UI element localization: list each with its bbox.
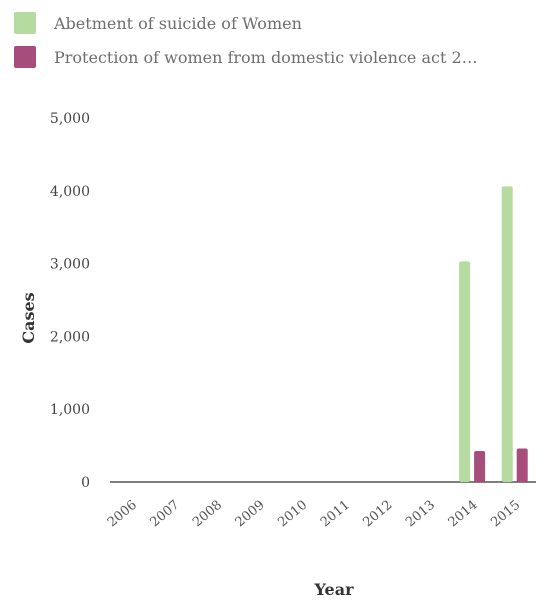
y-axis-ticks: 0 1,000 2,000 3,000 4,000 5,000 [50,111,90,491]
bar-domestic-violence-2015[interactable] [516,448,528,482]
x-tick-label-2012: 2012 [360,498,395,531]
y-axis-title: Cases [19,292,38,343]
y-tick-label: 1,000 [50,402,90,418]
bar-domestic-violence-2014[interactable] [474,450,486,482]
x-axis-title: Year [313,580,354,599]
legend-swatch-domestic-violence [14,46,36,68]
x-tick-label-2010: 2010 [275,498,310,531]
x-axis-ticks: 2006 2007 2008 2009 2010 2011 2012 2013 2014 2015 [105,498,523,531]
legend-swatch-abetment [14,12,36,34]
y-tick-label: 5,000 [50,111,90,127]
x-tick-label-2008: 2008 [190,498,225,531]
y-tick-label: 4,000 [50,184,90,200]
legend: Abetment of suicide of Women Protection … [14,12,478,68]
bar-abetment-2015[interactable] [501,186,513,482]
legend-label-domestic-violence[interactable]: Protection of women from domestic violen… [54,48,478,67]
y-tick-label: 0 [81,475,90,491]
x-tick-label-2013: 2013 [403,498,438,531]
y-tick-label: 2,000 [50,329,90,345]
legend-label-abetment[interactable]: Abetment of suicide of Women [53,14,302,33]
bar-abetment-2014[interactable] [459,261,471,482]
x-tick-label-2007: 2007 [147,498,182,531]
x-tick-label-2014: 2014 [446,498,481,531]
x-tick-label-2011: 2011 [318,498,353,531]
x-tick-label-2015: 2015 [488,498,523,531]
x-tick-label-2009: 2009 [233,498,268,531]
y-tick-label: 3,000 [50,257,90,273]
bars [459,186,528,482]
x-tick-label-2006: 2006 [105,498,140,531]
